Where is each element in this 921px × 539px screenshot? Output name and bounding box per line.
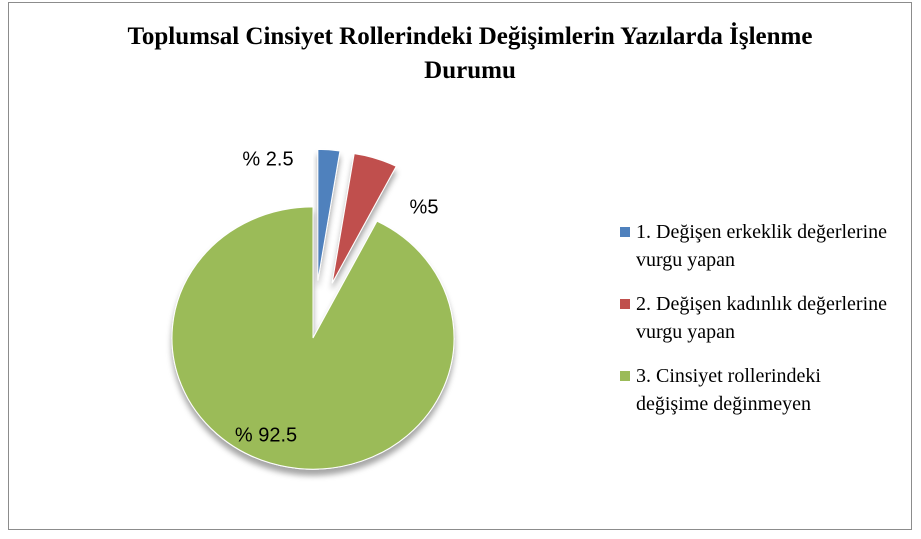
legend-entry: 1. Değişen erkeklik değerlerine vurgu ya… — [620, 218, 890, 274]
legend-swatch — [620, 371, 630, 381]
legend-entry: 2. Değişen kadınlık değerlerine vurgu ya… — [620, 290, 890, 346]
data-label: % 2.5 — [242, 148, 293, 170]
chart-frame — [8, 2, 912, 530]
legend-swatch — [620, 299, 630, 309]
legend-swatch — [620, 227, 630, 237]
legend-label: 3. Cinsiyet rollerindeki değişime değinm… — [636, 365, 821, 415]
legend-entry: 3. Cinsiyet rollerindeki değişime değinm… — [620, 362, 890, 418]
legend-label: 2. Değişen kadınlık değerlerine vurgu ya… — [636, 293, 888, 343]
legend: 1. Değişen erkeklik değerlerine vurgu ya… — [620, 218, 890, 434]
data-label: % 92.5 — [235, 424, 297, 446]
legend-label: 1. Değişen erkeklik değerlerine vurgu ya… — [636, 221, 888, 271]
data-label: %5 — [410, 196, 439, 218]
pie-slice — [331, 153, 397, 284]
chart-title: Toplumsal Cinsiyet Rollerindeki Değişiml… — [127, 23, 813, 84]
pie-slice — [171, 206, 455, 470]
pie-slice — [317, 148, 341, 281]
